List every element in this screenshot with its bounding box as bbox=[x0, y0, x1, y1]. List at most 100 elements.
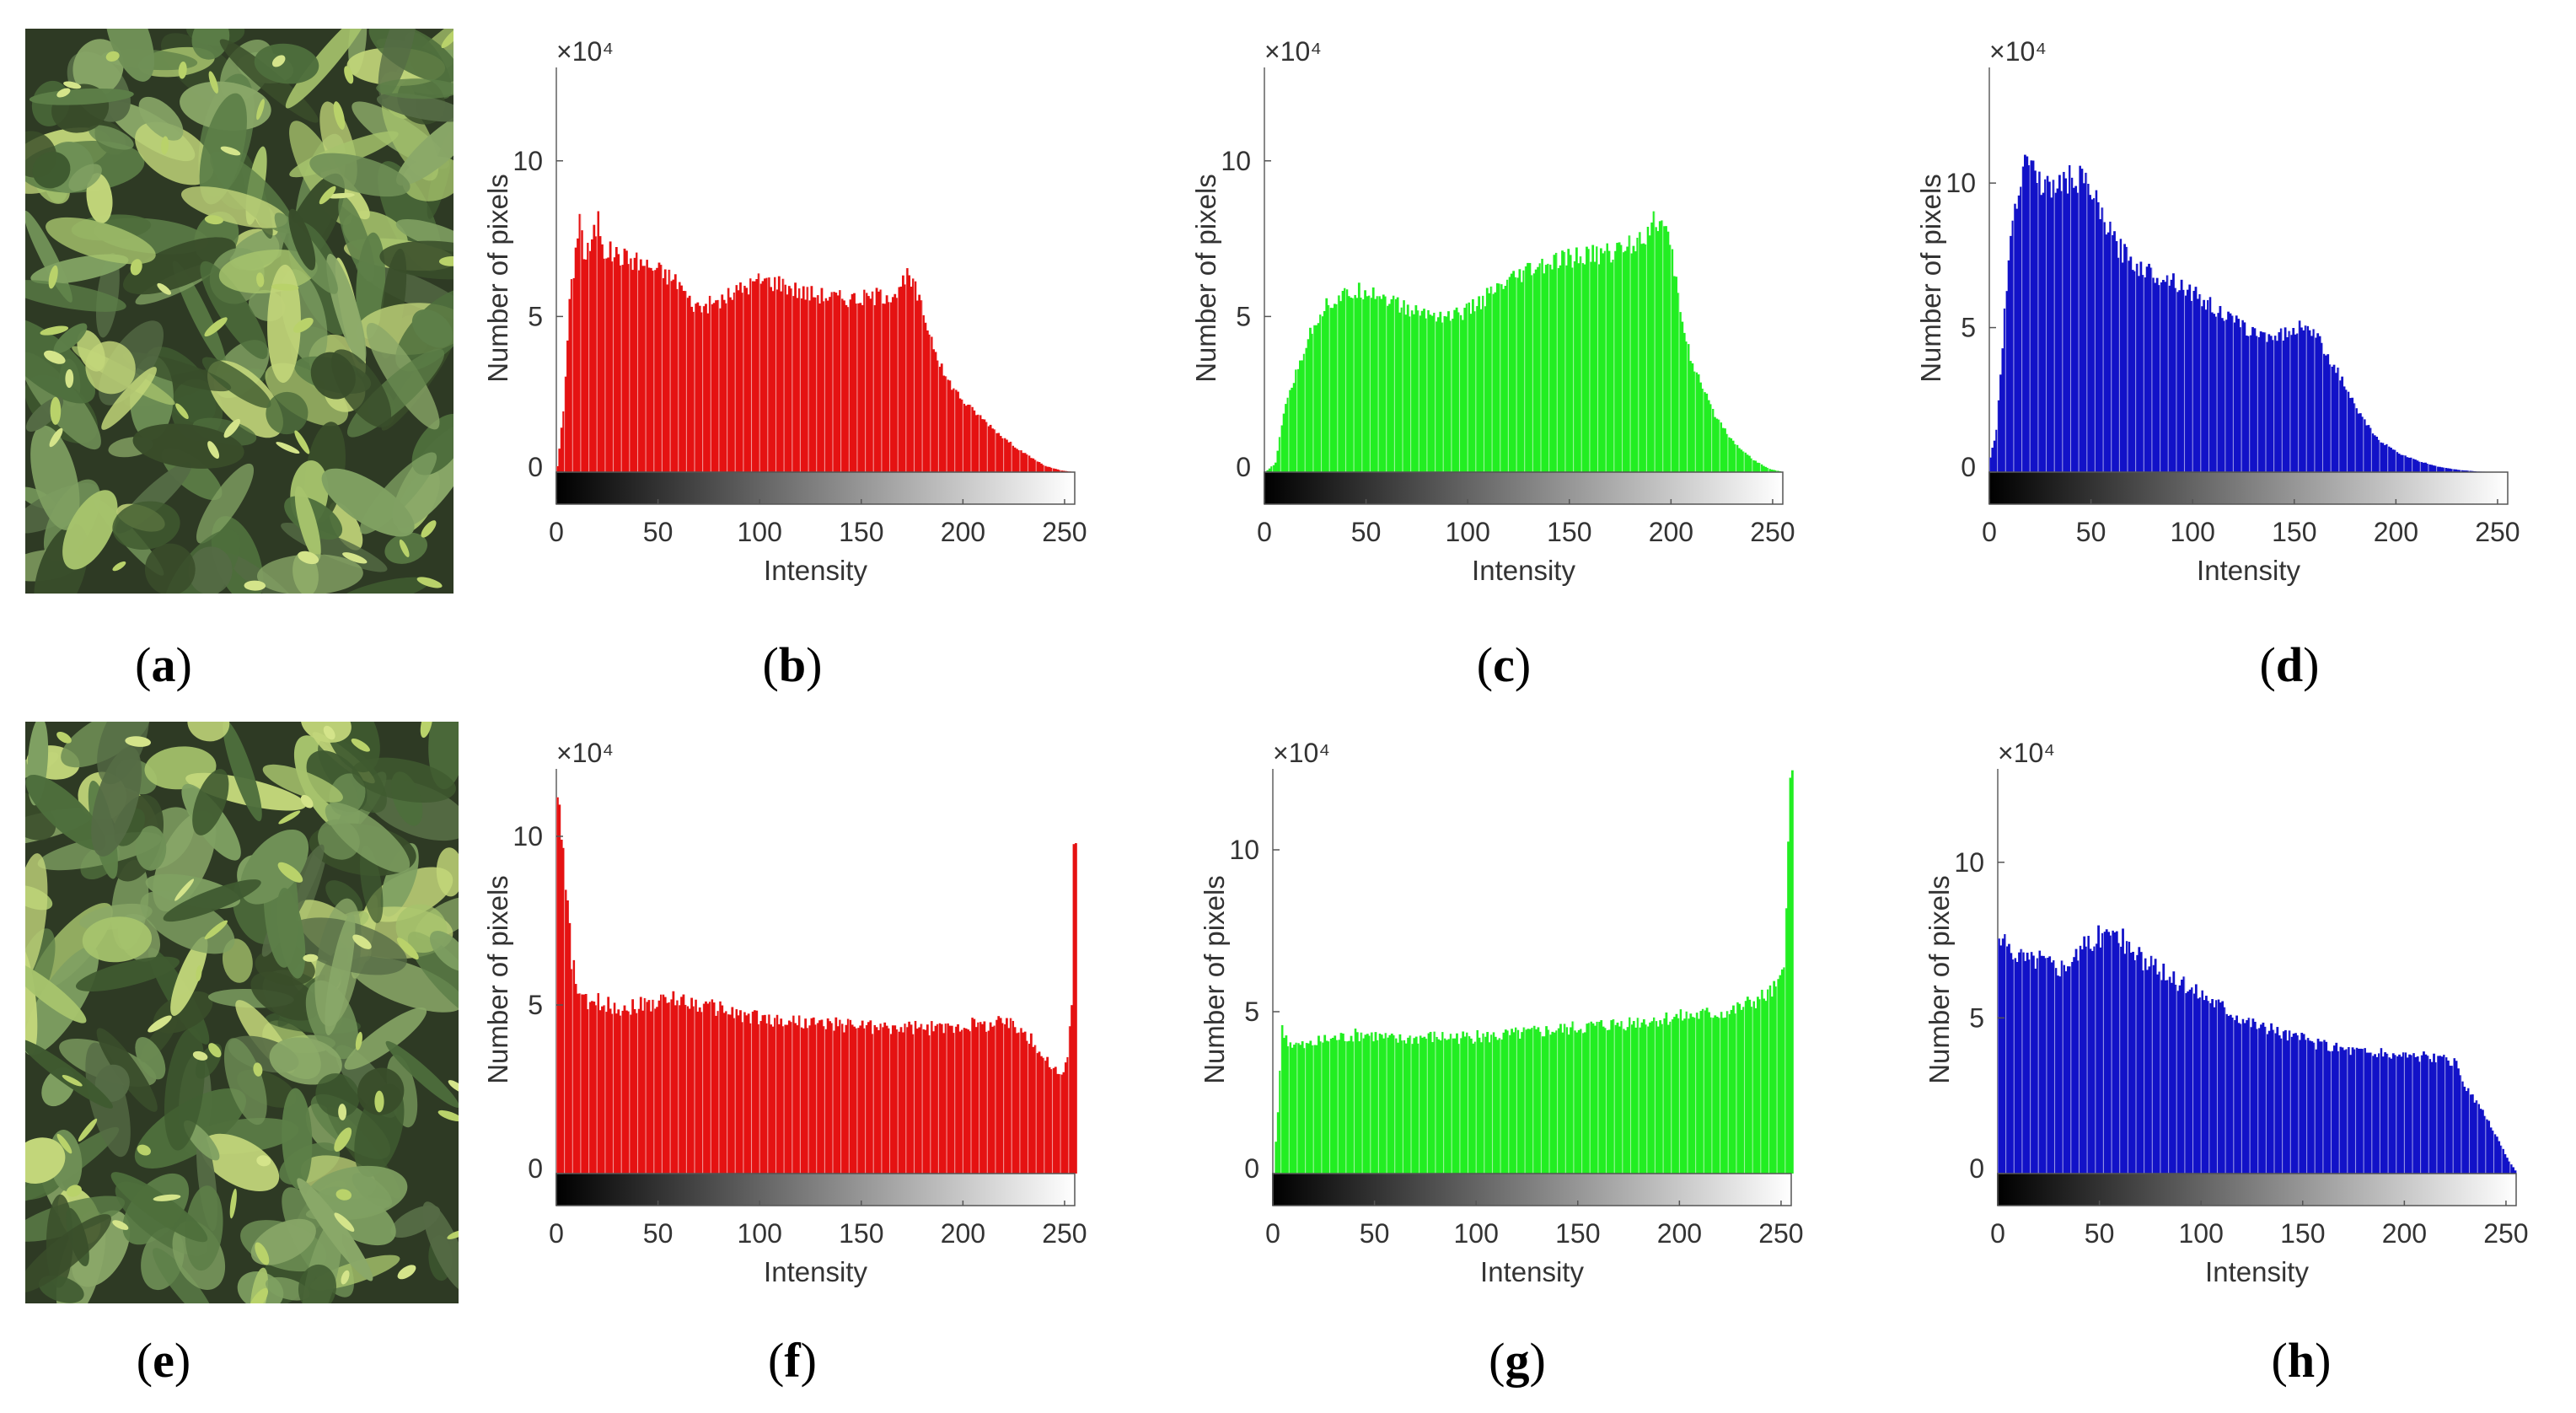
histogram-bar bbox=[2060, 960, 2063, 1174]
histogram-bar bbox=[2316, 333, 2320, 472]
histogram-bar bbox=[2235, 315, 2238, 472]
histogram-bar bbox=[2367, 425, 2370, 472]
histogram-bar bbox=[2247, 1018, 2251, 1174]
histogram-bar bbox=[808, 300, 811, 472]
histogram-bar bbox=[2188, 989, 2192, 1174]
histogram-bar bbox=[2046, 175, 2049, 472]
histogram-bar bbox=[2056, 188, 2059, 473]
histogram-bar bbox=[1565, 1027, 1569, 1174]
leaf-shape bbox=[407, 932, 459, 1024]
histogram-bar bbox=[1581, 1033, 1585, 1174]
bud-shape bbox=[334, 1127, 352, 1152]
histogram-bar bbox=[1292, 383, 1296, 472]
histogram-bar bbox=[2420, 462, 2423, 472]
y-axis-title: Number of pixels bbox=[482, 174, 513, 383]
histogram-bar bbox=[649, 267, 652, 472]
histogram-bar bbox=[833, 292, 835, 472]
histogram-bar bbox=[1331, 308, 1334, 472]
histogram-bar bbox=[910, 287, 913, 472]
bud-shape bbox=[56, 88, 71, 98]
histogram-bar bbox=[1744, 1001, 1747, 1174]
histogram-bar bbox=[2337, 1050, 2340, 1174]
histogram-bar bbox=[1033, 1045, 1037, 1174]
bud-shape bbox=[355, 1031, 362, 1050]
histogram-bar bbox=[2050, 197, 2053, 472]
x-tick-label: 200 bbox=[941, 517, 985, 547]
histogram-bar bbox=[861, 304, 864, 472]
histogram-bar bbox=[636, 1013, 638, 1174]
histogram-bar bbox=[1590, 1021, 1593, 1174]
histogram-bar bbox=[940, 1023, 943, 1174]
histogram-bar bbox=[1665, 226, 1667, 472]
histogram-bar bbox=[786, 294, 789, 472]
histogram-bar bbox=[2440, 467, 2444, 472]
x-tick-label: 100 bbox=[1446, 517, 1490, 547]
histogram-bar bbox=[806, 287, 809, 472]
histogram-bar bbox=[1750, 1007, 1753, 1174]
histogram-bar bbox=[2103, 222, 2106, 472]
histogram-bar bbox=[2422, 462, 2425, 472]
histogram-bar bbox=[1629, 1017, 1631, 1174]
histogram-bar bbox=[2329, 1051, 2332, 1174]
histogram-bar bbox=[1612, 1018, 1615, 1174]
histogram-bar bbox=[580, 994, 583, 1174]
histogram-bar bbox=[609, 1008, 612, 1174]
histogram-bar bbox=[1571, 267, 1574, 472]
histogram-bar bbox=[588, 250, 592, 472]
histogram-bar bbox=[2042, 192, 2045, 472]
histogram-bar bbox=[753, 1010, 756, 1174]
histogram-bar bbox=[845, 1024, 848, 1174]
x-tick-label: 150 bbox=[1547, 517, 1591, 547]
histogram-bar bbox=[2024, 960, 2027, 1174]
histogram-bar bbox=[2128, 261, 2130, 472]
intensity-colorbar bbox=[1997, 1173, 2517, 1206]
histogram-bar bbox=[1437, 1039, 1441, 1174]
histogram-bar bbox=[944, 376, 947, 472]
histogram-bar bbox=[2133, 959, 2137, 1174]
histogram-bar bbox=[1736, 1002, 1739, 1174]
histogram-bar bbox=[1040, 1056, 1043, 1174]
x-tick-label: 0 bbox=[549, 1218, 564, 1249]
histogram-bar bbox=[672, 279, 675, 472]
histogram-bar bbox=[2351, 397, 2354, 472]
histogram-bar bbox=[753, 281, 756, 472]
histogram-bar bbox=[839, 290, 842, 472]
histogram-bar bbox=[1350, 1035, 1353, 1174]
histogram-bar bbox=[647, 267, 651, 472]
y-tick-label: 0 bbox=[1961, 452, 1976, 482]
histogram-bar bbox=[2398, 1054, 2401, 1174]
histogram-bar bbox=[995, 432, 998, 472]
histogram-bar bbox=[1704, 1010, 1707, 1174]
histogram-bar bbox=[1715, 418, 1719, 472]
histogram-bar bbox=[1622, 1029, 1625, 1174]
histogram-bar bbox=[1472, 298, 1474, 472]
histogram-bar bbox=[1772, 470, 1775, 472]
histogram-bar bbox=[928, 1035, 931, 1174]
x-tick-label: 0 bbox=[1257, 517, 1272, 547]
histogram-bar bbox=[582, 259, 586, 472]
panel-label-a: (a) bbox=[135, 637, 192, 692]
histogram-bar bbox=[1714, 416, 1716, 472]
histogram-bar bbox=[1707, 400, 1710, 472]
leaf-shape bbox=[422, 1201, 459, 1292]
histogram-bar bbox=[1748, 999, 1752, 1174]
leaf-shape bbox=[192, 769, 229, 835]
histogram-bar bbox=[1764, 466, 1768, 472]
histogram-bar bbox=[2014, 958, 2017, 1174]
histogram-bar bbox=[1650, 1021, 1654, 1174]
histogram-bar bbox=[682, 994, 685, 1174]
histogram-bar bbox=[1762, 465, 1765, 472]
histogram-bar bbox=[2064, 178, 2068, 473]
histogram-bar bbox=[1709, 1017, 1713, 1174]
histogram-bar bbox=[2113, 231, 2116, 472]
x-tick-label: 250 bbox=[1042, 517, 1087, 547]
histogram-bar bbox=[898, 1031, 900, 1174]
histogram-bar bbox=[1777, 979, 1779, 1174]
panel-label-d: (d) bbox=[2259, 637, 2320, 692]
histogram-bar bbox=[1655, 1021, 1658, 1174]
histogram-bar bbox=[1760, 464, 1763, 472]
histogram-bar bbox=[873, 1024, 877, 1174]
histogram-bar bbox=[2347, 1047, 2350, 1174]
histogram-bar bbox=[1032, 1046, 1035, 1174]
histogram-bar bbox=[2483, 1115, 2487, 1174]
